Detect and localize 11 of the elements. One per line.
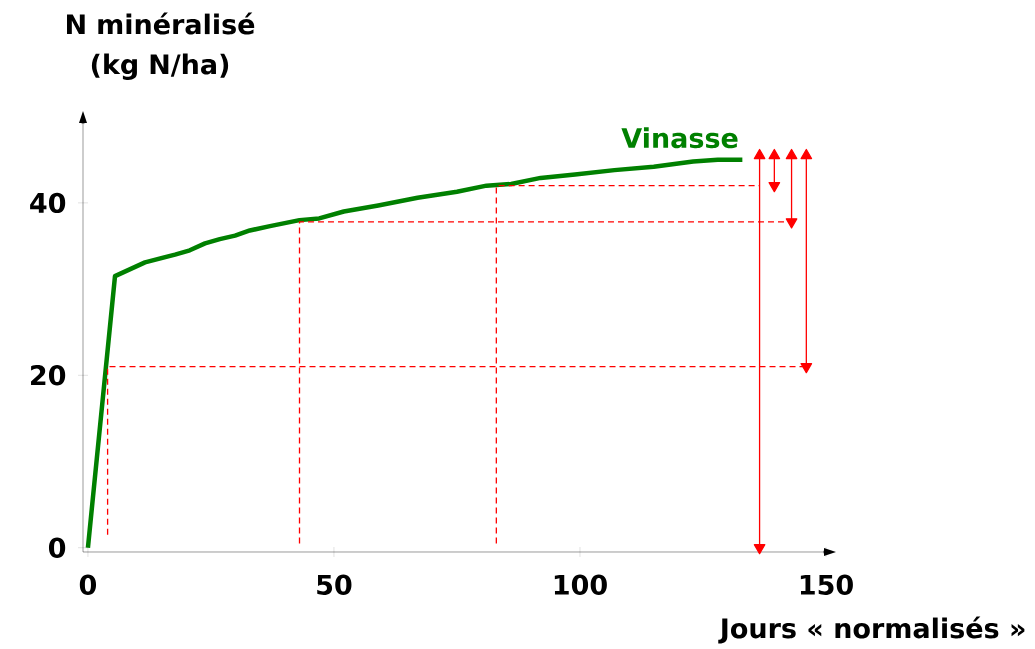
series-label: Vinasse bbox=[621, 127, 738, 149]
x-tick-label: 0 bbox=[79, 574, 97, 595]
x-tick-label: 100 bbox=[554, 574, 607, 595]
x-tick-label: 150 bbox=[800, 574, 853, 595]
x-axis-title: Jours « normalisés » bbox=[718, 616, 1025, 644]
y-tick-label: 20 bbox=[31, 365, 66, 386]
y-tick-label: 0 bbox=[48, 537, 66, 558]
y-tick-label: 40 bbox=[30, 192, 66, 214]
y-axis-title: N minéralisé (kg N/ha) bbox=[67, 12, 255, 80]
x-tick-label: 50 bbox=[317, 574, 352, 595]
line-series bbox=[85, 157, 745, 550]
